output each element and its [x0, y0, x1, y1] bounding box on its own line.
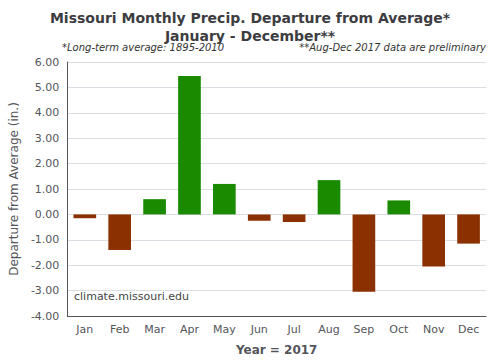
svg-text:6.00: 6.00: [35, 56, 60, 69]
svg-text:Year = 2017: Year = 2017: [235, 343, 318, 357]
svg-text:Oct: Oct: [389, 323, 409, 336]
svg-text:May: May: [213, 323, 236, 336]
svg-text:-1.00: -1.00: [31, 233, 59, 246]
svg-text:Dec: Dec: [458, 323, 479, 336]
svg-text:**Aug-Dec 2017 data are prelim: **Aug-Dec 2017 data are preliminary: [299, 41, 486, 53]
svg-text:Aug: Aug: [318, 323, 339, 336]
svg-text:Mar: Mar: [144, 323, 165, 336]
svg-text:Nov: Nov: [423, 323, 445, 336]
svg-text:-2.00: -2.00: [31, 259, 59, 272]
svg-text:2.00: 2.00: [35, 157, 60, 170]
svg-text:Sep: Sep: [354, 323, 375, 336]
svg-text:Feb: Feb: [110, 323, 129, 336]
svg-text:Jun: Jun: [250, 323, 268, 336]
svg-text:Jan: Jan: [75, 323, 93, 336]
svg-text:1.00: 1.00: [35, 183, 60, 196]
svg-text:January - December**: January - December**: [164, 28, 336, 44]
svg-text:0.00: 0.00: [35, 208, 60, 221]
svg-text:climate.missouri.edu: climate.missouri.edu: [74, 290, 189, 303]
svg-text:-4.00: -4.00: [31, 310, 59, 323]
svg-text:Missouri Monthly Precip. Depar: Missouri Monthly Precip. Departure from …: [50, 10, 451, 26]
svg-text:4.00: 4.00: [35, 106, 60, 119]
svg-text:5.00: 5.00: [35, 81, 60, 94]
svg-text:Departure from Average (in.): Departure from Average (in.): [7, 102, 21, 276]
svg-text:-3.00: -3.00: [31, 284, 59, 297]
svg-text:Apr: Apr: [180, 323, 200, 336]
svg-text:3.00: 3.00: [35, 132, 60, 145]
svg-text:*Long-term average: 1895-2010: *Long-term average: 1895-2010: [62, 41, 225, 53]
svg-text:Jul: Jul: [286, 323, 300, 336]
